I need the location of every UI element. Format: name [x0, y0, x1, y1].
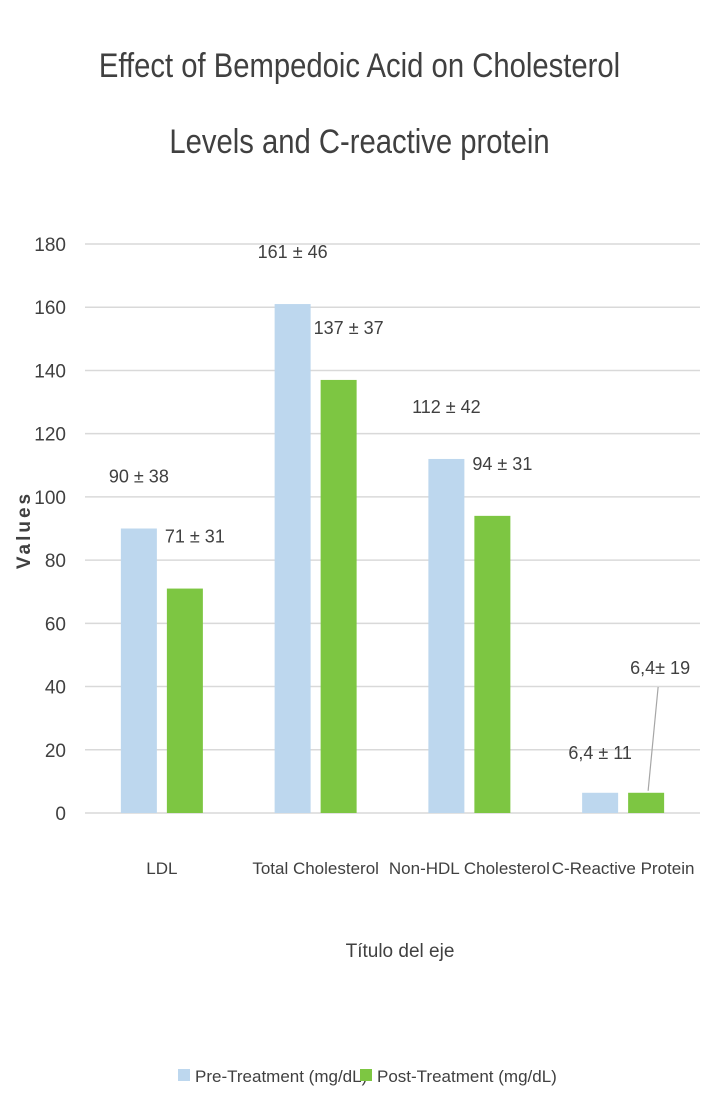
- legend-swatch: [360, 1069, 372, 1081]
- y-axis-ticks: 0 20 40 60 80 100 120 140 160 180: [34, 235, 66, 825]
- post-treatment-data-label: 6,4± 19: [630, 658, 690, 678]
- pre-treatment-data-label: 90 ± 38: [109, 467, 169, 487]
- pre-treatment-bar: [582, 792, 619, 813]
- legend-entry-label: Post-Treatment (mg/dL): [377, 1067, 557, 1086]
- bars: [120, 304, 665, 813]
- y-tick-label: 40: [45, 678, 66, 699]
- y-tick-label: 0: [55, 804, 66, 825]
- y-tick-label: 20: [45, 741, 66, 762]
- gridlines: [85, 243, 700, 814]
- y-axis-title: Values: [14, 491, 35, 569]
- post-treatment-bar: [320, 379, 357, 813]
- x-axis-title: Título del eje: [346, 941, 455, 962]
- y-tick-label: 140: [34, 361, 66, 382]
- legend: Pre-Treatment (mg/dL) Post-Treatment (mg/…: [178, 1067, 557, 1086]
- pre-treatment-data-label: 6,4 ± 11: [568, 743, 632, 763]
- post-treatment-data-label: 71 ± 31: [165, 527, 225, 547]
- x-category-label: LDL: [146, 859, 177, 878]
- chart-title: Effect of Bempedoic Acid on Cholesterol …: [98, 47, 621, 161]
- legend-entry-label: Pre-Treatment (mg/dL): [195, 1067, 367, 1086]
- x-axis-categories: LDL Total Cholesterol Non-HDL Cholesterol C…: [146, 859, 694, 878]
- x-category-label: Non-HDL Cholesterol: [389, 859, 550, 878]
- y-tick-label: 120: [34, 425, 66, 446]
- post-treatment-data-label: 94 ± 31: [472, 454, 532, 474]
- post-treatment-bar: [166, 588, 203, 813]
- pre-treatment-data-label: 161 ± 46: [258, 242, 328, 262]
- data-labels: 90 ± 38 161 ± 46 112 ± 42 6,4 ± 11 71 ± 31 13…: [109, 242, 690, 791]
- y-tick-label: 60: [45, 614, 66, 635]
- x-category-label: Total Cholesterol: [252, 859, 379, 878]
- y-tick-label: 80: [45, 551, 66, 572]
- post-treatment-bar: [474, 515, 511, 813]
- post-treatment-bar: [628, 792, 665, 813]
- x-category-label: C-Reactive Protein: [552, 859, 695, 878]
- data-label-leader-line: [647, 686, 659, 791]
- pre-treatment-bar: [120, 528, 157, 813]
- post-treatment-data-label: 137 ± 37: [314, 318, 384, 338]
- y-tick-label: 100: [34, 488, 66, 509]
- pre-treatment-bar: [428, 458, 465, 813]
- pre-treatment-data-label: 112 ± 42: [412, 397, 481, 417]
- pre-treatment-bar: [274, 304, 311, 813]
- legend-swatch: [178, 1069, 190, 1081]
- y-tick-label: 180: [34, 235, 66, 256]
- y-tick-label: 160: [34, 298, 66, 319]
